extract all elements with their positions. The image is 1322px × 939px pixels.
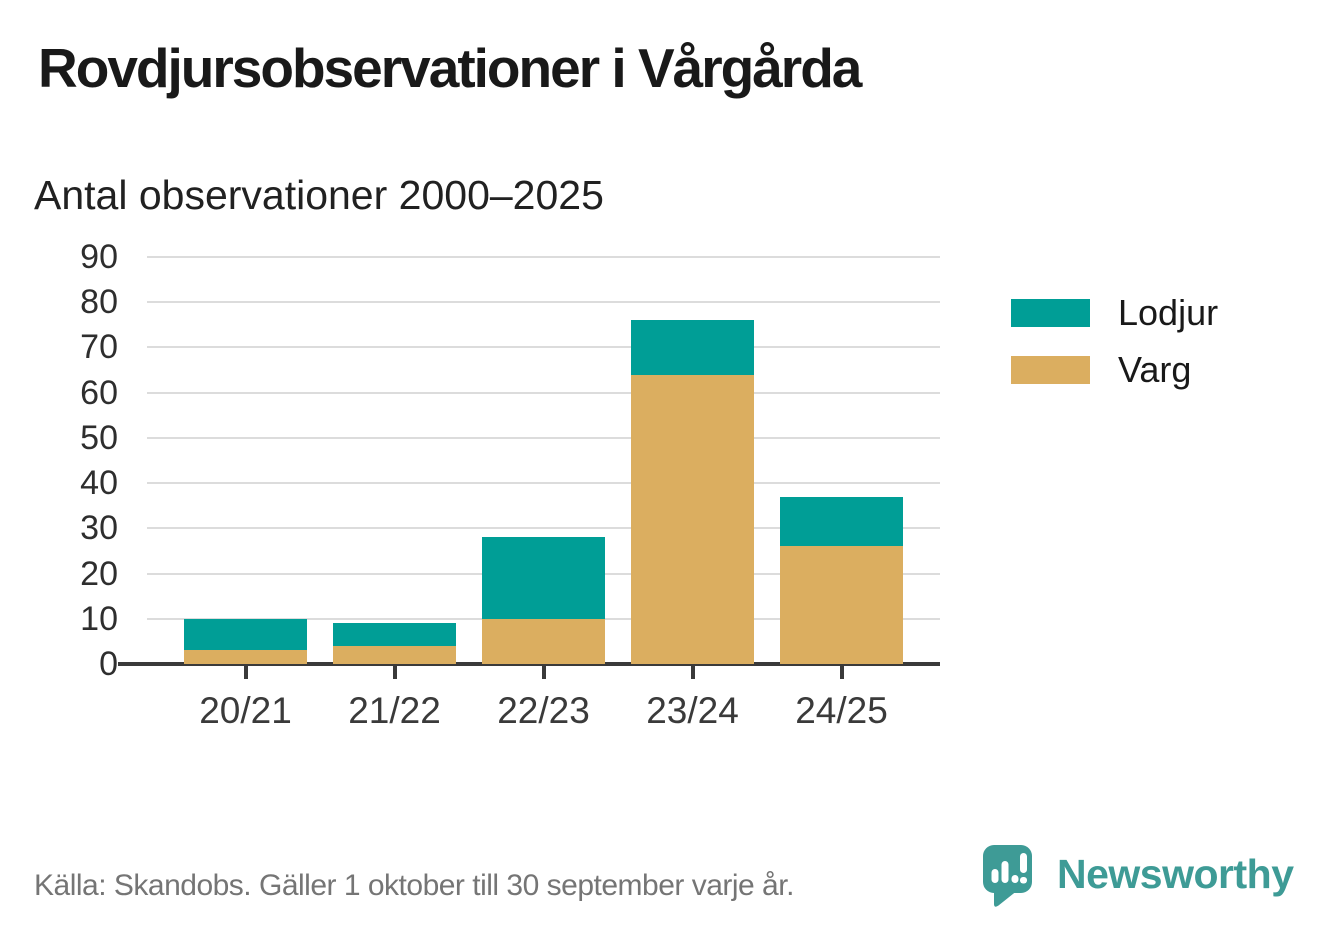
bar-23/24-lodjur	[631, 320, 754, 375]
y-tick-label-20: 20	[80, 554, 118, 593]
gridline-60	[147, 391, 940, 394]
y-tick-label-40: 40	[80, 464, 118, 503]
bar-24/25-lodjur	[780, 496, 903, 547]
x-tick-label-20/21: 20/21	[199, 690, 292, 731]
legend: Lodjur Varg	[1011, 292, 1219, 413]
y-tick-label-90: 90	[80, 238, 118, 276]
plot-area: 0 10 20 30 40 50 60 70 80 90 20/21 21/22 22/23 23/24 2…	[80, 238, 940, 731]
legend-swatch-lodjur	[1011, 299, 1090, 327]
bar-21/22-lodjur	[333, 623, 456, 646]
bar-22/23-lodjur	[482, 537, 605, 619]
y-tick-label-10: 10	[80, 599, 118, 638]
x-tick-mark-24/25	[839, 666, 844, 679]
gridline-70	[147, 346, 940, 349]
source-note: Källa: Skandobs. Gäller 1 oktober till 3…	[34, 869, 794, 902]
bar-20/21-lodjur	[184, 618, 307, 651]
gridline-80	[147, 301, 940, 304]
bar-20/21-varg	[184, 650, 307, 664]
x-tick-mark-22/23	[541, 666, 546, 679]
gridline-30	[147, 527, 940, 530]
y-tick-label-70: 70	[80, 328, 118, 367]
bar-23/24-varg	[631, 374, 754, 664]
legend-label-varg: Varg	[1118, 349, 1192, 390]
legend-swatch-varg	[1011, 356, 1090, 384]
gridline-50	[147, 436, 940, 439]
bar-22/23-varg	[482, 618, 605, 664]
y-tick-label-80: 80	[80, 283, 118, 322]
legend-item-lodjur: Lodjur	[1011, 292, 1219, 333]
gridline-90	[147, 256, 940, 258]
bar-21/22-varg	[333, 645, 456, 664]
y-tick-label-0: 0	[99, 645, 118, 683]
x-axis-line	[118, 662, 940, 666]
x-tick-label-24/25: 24/25	[795, 690, 888, 731]
x-tick-mark-20/21	[243, 666, 248, 679]
newsworthy-logo: Newsworthy	[983, 845, 1294, 909]
chart-title: Rovdjursobservationer i Vårgårda	[38, 37, 862, 99]
x-tick-label-21/22: 21/22	[348, 690, 441, 731]
chart-subtitle: Antal observationer 2000–2025	[34, 172, 604, 218]
newsworthy-logo-icon	[983, 845, 1032, 907]
legend-item-varg: Varg	[1011, 349, 1218, 390]
newsworthy-wordmark: Newsworthy	[1057, 851, 1294, 897]
x-tick-mark-23/24	[690, 666, 695, 679]
gridline-40	[147, 482, 940, 485]
y-tick-label-60: 60	[80, 373, 118, 412]
y-tick-label-50: 50	[80, 418, 118, 457]
x-tick-label-22/23: 22/23	[497, 690, 590, 731]
legend-label-lodjur: Lodjur	[1118, 292, 1219, 333]
x-tick-label-23/24: 23/24	[646, 690, 739, 731]
y-tick-label-30: 30	[80, 509, 118, 548]
x-tick-mark-21/22	[392, 666, 397, 679]
bar-24/25-varg	[780, 546, 903, 664]
